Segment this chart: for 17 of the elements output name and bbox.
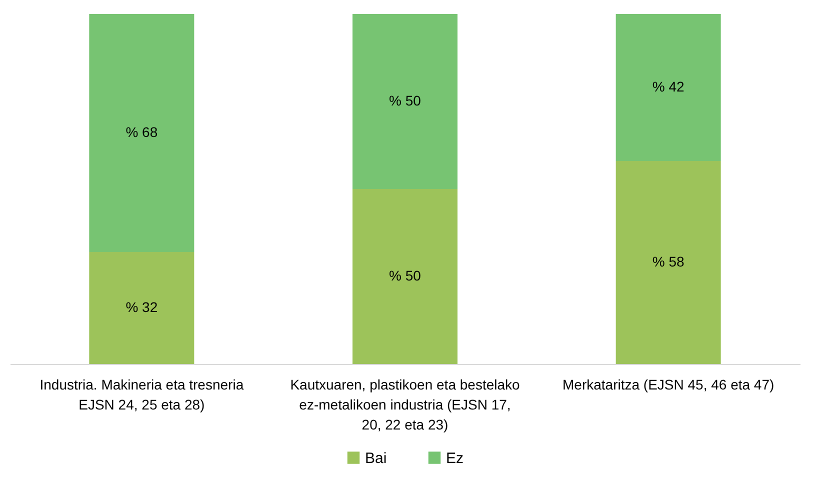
x-tick-label: Merkataritza (EJSN 45, 46 eta 47) <box>562 376 774 392</box>
bar <box>616 14 721 161</box>
legend-label: Bai <box>365 450 387 467</box>
x-tick-label: Kautxuaren, plastikoen eta bestelako ez-metalikoen industria (EJSN 17, 20, 22 eta 23) <box>290 376 520 432</box>
bar <box>89 252 194 364</box>
bar <box>89 14 194 252</box>
data-label: % 50 <box>389 92 422 108</box>
data-label: % 32 <box>126 299 158 315</box>
data-label: % 58 <box>652 254 684 270</box>
data-label: % 50 <box>389 268 422 284</box>
x-tick-label: Industria. Makineria eta tresneria EJSN 24, 25 eta 28) <box>40 376 244 412</box>
bar <box>352 189 458 364</box>
legend-label: Ez <box>446 450 464 467</box>
data-label: % 68 <box>126 124 158 140</box>
bar <box>616 161 721 364</box>
data-label: % 42 <box>652 78 684 94</box>
bar <box>352 14 458 189</box>
